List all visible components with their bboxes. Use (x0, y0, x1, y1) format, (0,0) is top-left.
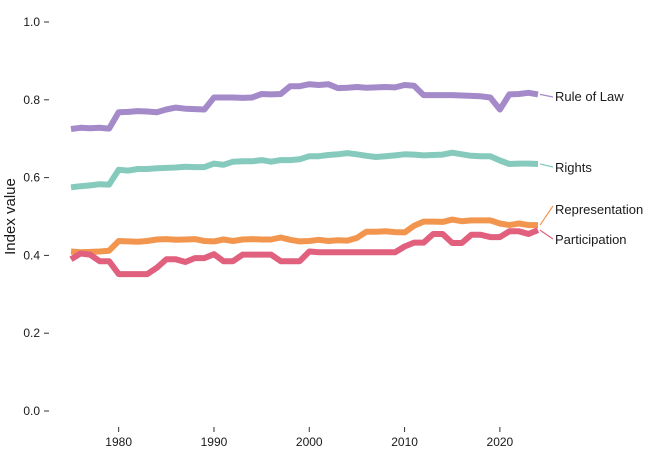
label-leader-line (539, 163, 554, 168)
y-tick-label: 0.0 (23, 404, 40, 418)
series-line-2 (70, 216, 538, 256)
label-leader-line (539, 93, 554, 98)
x-tick-label: 2010 (391, 435, 418, 449)
x-tick-label: 1990 (201, 435, 228, 449)
y-tick-label: 0.4 (23, 248, 40, 262)
label-leader-line (539, 205, 554, 226)
x-tick-label: 2000 (296, 435, 323, 449)
series-label: Representation (555, 202, 643, 217)
series-line-0 (70, 81, 539, 132)
label-leader-line (539, 229, 554, 240)
y-tick-label: 0.2 (23, 326, 40, 340)
y-tick-label: 0.6 (23, 171, 40, 185)
series-line-3 (69, 227, 540, 278)
y-tick-label: 1.0 (23, 15, 40, 29)
y-axis-title: Index value (2, 178, 19, 255)
series-label: Participation (555, 232, 627, 247)
series-label: Rule of Law (555, 89, 624, 104)
x-tick-label: 1980 (105, 435, 132, 449)
series-line-1 (70, 149, 539, 191)
series-label: Rights (555, 160, 592, 175)
y-tick-label: 0.8 (23, 93, 40, 107)
x-tick-label: 2020 (487, 435, 514, 449)
